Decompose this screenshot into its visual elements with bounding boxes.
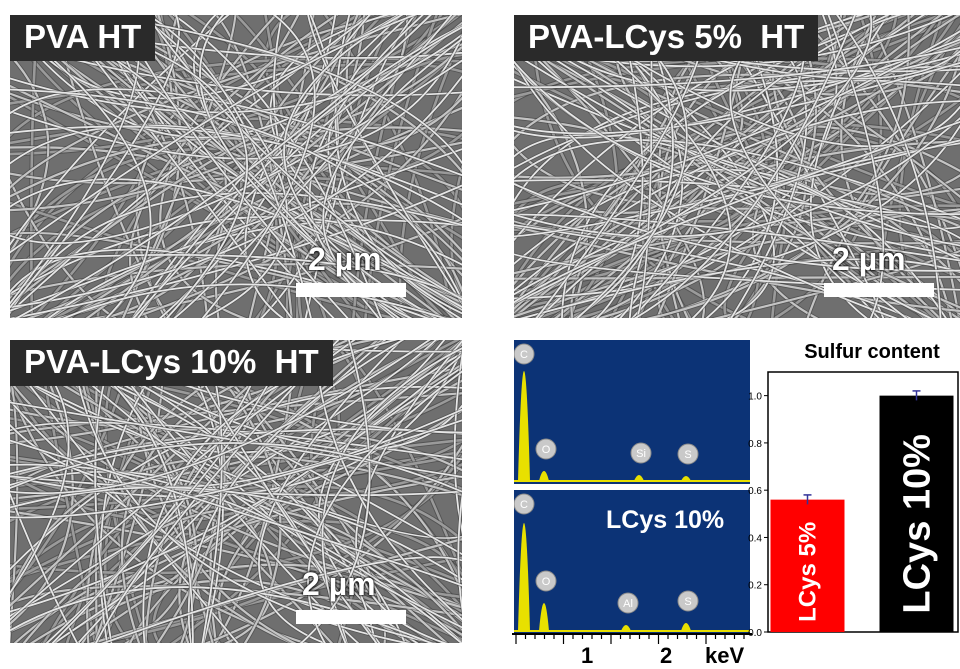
element-marker-c: C [514,343,535,365]
y-tick-label: 0.2 [748,581,762,592]
eds-spectrum-lcys5: C O Si S [514,340,750,484]
element-symbol: Al [623,598,633,610]
scale-bar-label: 2 µm [832,241,906,277]
eds-tick-2: 2 [660,643,673,668]
element-marker-s: S [677,590,699,612]
eds-peak-s [681,476,691,481]
element-symbol: C [520,349,528,361]
panel-label-pva-ht: PVA HT [10,15,156,62]
eds-peak-c [518,371,530,481]
scale-bar [296,283,406,297]
y-tick-label: 0.4 [748,533,762,544]
bar-lcys-5 [770,499,845,632]
eds-peaks-top: C O Si S [514,343,750,482]
element-marker-c: C [514,493,535,515]
element-symbol: O [542,444,551,456]
eds-peak-o [539,471,549,481]
y-tick-label: 0.0 [748,628,762,639]
bar-label: LCys 5% [795,522,822,622]
scale-bar-label: 2 µm [302,566,376,602]
panel-label-pva-lcys5-ht: PVA-LCys 5% HT [514,15,819,62]
sulfur-content-chart: Sulfur content 0.0 0.2 0.4 0.6 0.8 1.0 LCys 5% L… [748,341,959,639]
eds-tick-1: 1 [581,643,594,668]
panel-label-pva-lcys10-ht: PVA-LCys 10% HT [10,340,333,387]
element-symbol: S [684,596,691,608]
eds-peak-s [681,623,691,631]
element-marker-o: O [535,438,557,460]
sem-image-pva-lcys10-ht: PVA-LCys 10% HT 2 µm [10,340,462,643]
fiber-texture [514,15,960,318]
eds-peak-c [518,523,530,631]
scale-bar [824,283,934,297]
bar-lcys-10 [879,395,954,632]
eds-sample-label: LCys 10% [606,506,725,534]
element-marker-al: Al [617,592,639,614]
element-marker-o: O [535,570,557,592]
element-marker-s: S [677,443,699,465]
chart-title: Sulfur content [804,341,940,363]
element-symbol: S [684,449,691,461]
element-marker-si: Si [630,442,652,464]
scale-bar [296,610,406,624]
eds-x-axis [512,633,752,644]
eds-peak-si [634,475,644,481]
eds-peak-al [621,625,631,631]
scale-bar-label: 2 µm [308,241,382,277]
eds-spectrum-lcys10: C O Al S LCys 10% [514,490,750,634]
sem-image-pva-lcys5-ht: PVA-LCys 5% HT 2 µm [514,15,960,318]
sem-image-pva-ht: PVA HT 2 µm [10,15,462,318]
plot-frame [767,371,959,633]
element-symbol: Si [636,448,646,460]
y-tick-label: 0.6 [748,486,762,497]
eds-peak-o [539,603,549,631]
element-symbol: O [542,576,551,588]
y-tick-label: 0.8 [748,439,762,450]
eds-peaks-bottom: C O Al S [514,493,750,632]
element-symbol: C [520,499,528,511]
eds-axis-unit: keV [705,643,745,668]
y-tick-label: 1.0 [748,392,762,403]
bar-label: LCys 10% [897,434,939,614]
fiber-texture [10,15,462,318]
